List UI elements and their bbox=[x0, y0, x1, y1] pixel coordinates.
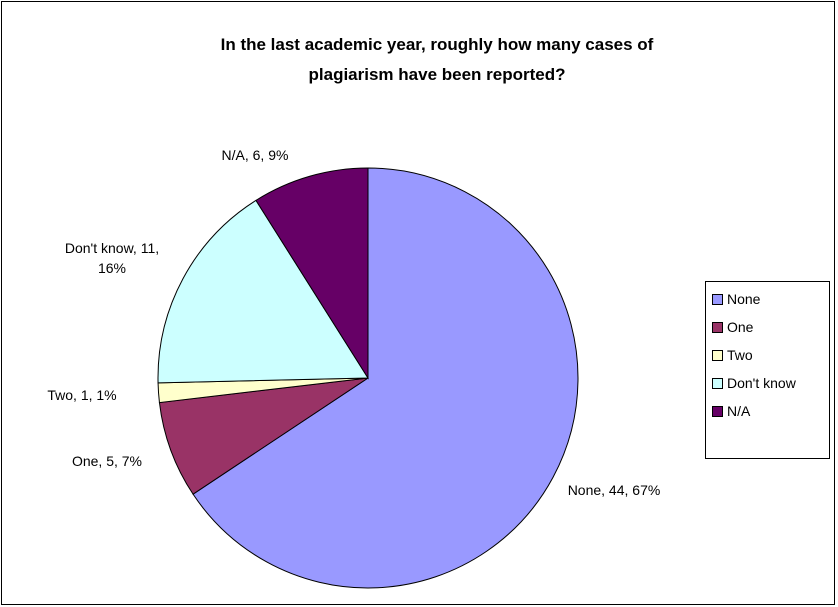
pie-slice-don-t-know bbox=[157, 199, 369, 384]
legend-swatch-dont-know bbox=[712, 377, 723, 389]
pie-slices bbox=[157, 167, 579, 589]
data-label-none: None, 44, 67% bbox=[568, 482, 661, 498]
legend: None One Two Don't know N/A bbox=[705, 281, 830, 459]
data-label-one: One, 5, 7% bbox=[72, 453, 142, 469]
legend-item-two: Two bbox=[712, 346, 753, 364]
legend-label-none: None bbox=[727, 291, 761, 307]
legend-swatch-two bbox=[712, 349, 723, 361]
pie-slice-none bbox=[192, 167, 579, 589]
chart-title-line-1: In the last academic year, roughly how m… bbox=[221, 35, 654, 54]
legend-item-none: None bbox=[712, 290, 760, 308]
pie-slice-one bbox=[158, 377, 369, 495]
legend-label-dont-know: Don't know bbox=[727, 375, 796, 391]
data-label-two: Two, 1, 1% bbox=[47, 387, 116, 403]
legend-swatch-none bbox=[712, 293, 723, 305]
data-labels: None, 44, 67% One, 5, 7% Two, 1, 1% Don't k… bbox=[47, 147, 660, 498]
legend-swatch-one bbox=[712, 321, 723, 333]
legend-item-one: One bbox=[712, 318, 753, 336]
data-label-don-t-know-line-1: Don't know, 11, bbox=[65, 240, 159, 256]
chart-title-line-2: plagiarism have been reported? bbox=[309, 65, 566, 84]
data-label-don-t-know-line-2: 16% bbox=[98, 260, 126, 276]
pie-slice-n-a bbox=[255, 167, 369, 380]
data-label-n-a: N/A, 6, 9% bbox=[222, 147, 289, 163]
legend-label-na: N/A bbox=[727, 403, 751, 419]
legend-item-na: N/A bbox=[712, 402, 750, 420]
legend-label-two: Two bbox=[727, 347, 753, 363]
legend-swatch-na bbox=[712, 405, 723, 417]
legend-label-one: One bbox=[727, 319, 754, 335]
legend-item-dont-know: Don't know bbox=[712, 374, 796, 392]
